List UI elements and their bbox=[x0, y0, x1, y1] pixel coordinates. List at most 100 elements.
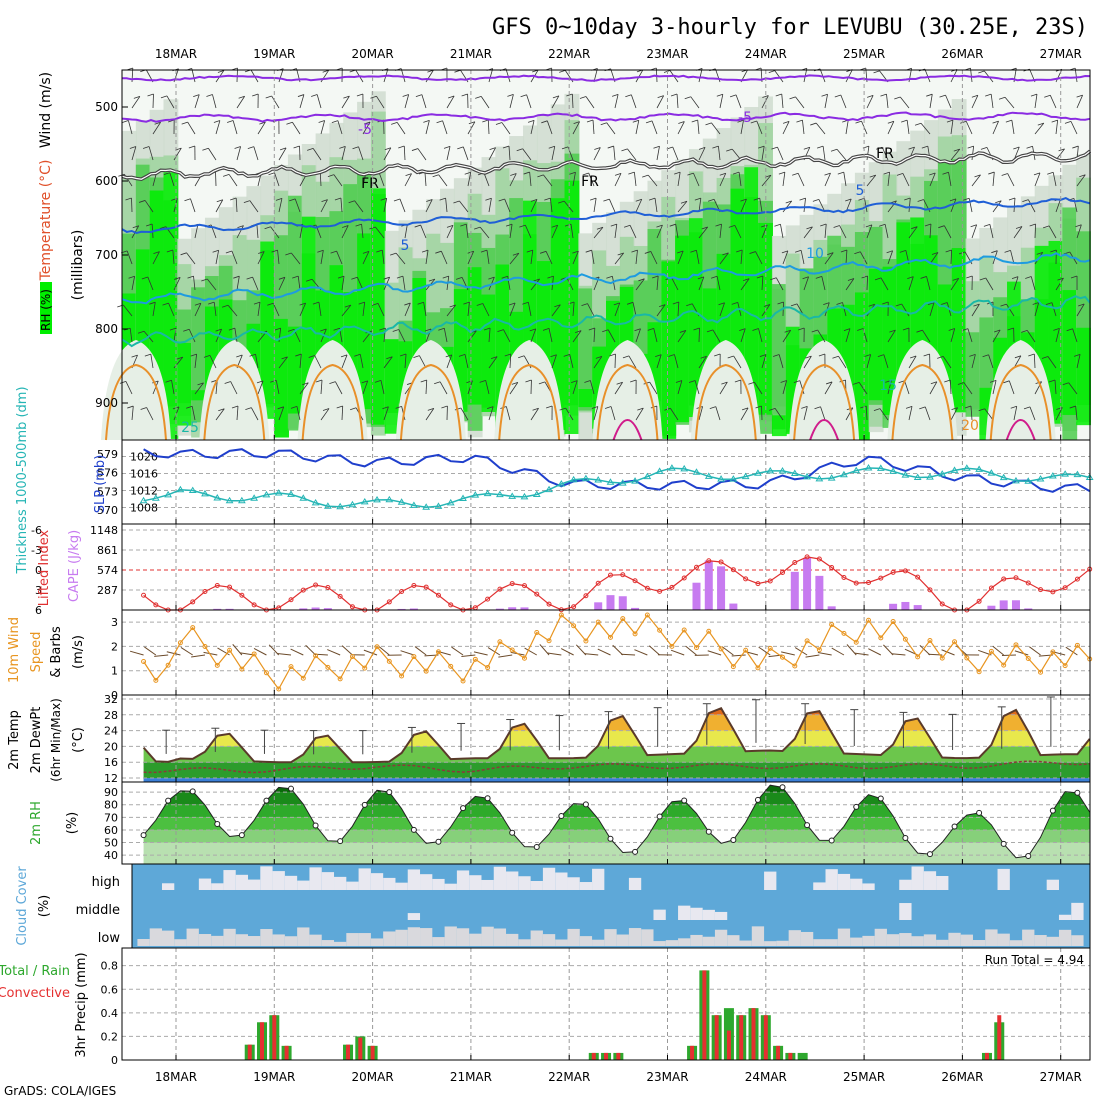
wind-barb bbox=[509, 94, 514, 109]
wind-barb bbox=[274, 172, 280, 187]
cloud-high bbox=[358, 868, 371, 890]
wind-barb-flag bbox=[584, 380, 591, 383]
wind-barb-10m bbox=[721, 646, 734, 656]
wind-barb bbox=[887, 200, 897, 213]
wind-barb-10m bbox=[634, 649, 648, 656]
thickness-marker bbox=[1048, 472, 1057, 479]
wind-barb-flag bbox=[668, 354, 675, 357]
wind-speed-marker bbox=[939, 655, 945, 661]
wind-barb-flag bbox=[793, 380, 800, 384]
cloud-low bbox=[506, 933, 519, 946]
thickness-marker bbox=[397, 498, 406, 505]
wind-barb bbox=[467, 121, 476, 135]
li-marker bbox=[1001, 576, 1007, 582]
precip-convective-bar bbox=[272, 1015, 277, 1060]
wind-barb-flag bbox=[571, 380, 578, 384]
y-tick-label: 600 bbox=[95, 174, 118, 188]
date-label-bottom: 26MAR bbox=[941, 1070, 983, 1084]
cape-bar bbox=[729, 603, 738, 610]
wind-barb-flag bbox=[489, 147, 496, 151]
thickness-marker bbox=[876, 464, 885, 471]
wind-barb bbox=[635, 278, 645, 291]
thickness-marker bbox=[311, 498, 320, 506]
wind-barb-flag bbox=[607, 145, 614, 149]
wind-barb bbox=[236, 96, 245, 109]
li-marker bbox=[816, 556, 822, 562]
wind-barb bbox=[696, 250, 700, 265]
precip-convective-bar bbox=[346, 1044, 351, 1060]
rh-marker bbox=[288, 785, 295, 792]
wind-barb bbox=[697, 120, 700, 135]
y-tick-label: 700 bbox=[95, 248, 118, 262]
wind-barb-flag bbox=[186, 405, 193, 409]
wind-barb bbox=[1070, 121, 1078, 135]
wind-barb-flag bbox=[1069, 405, 1076, 409]
wind-barb-flag bbox=[677, 250, 684, 254]
wind-barb bbox=[504, 198, 511, 213]
thickness-marker bbox=[1012, 476, 1020, 484]
wind-speed-marker bbox=[1038, 669, 1044, 675]
thickness-marker bbox=[803, 472, 811, 480]
thickness-marker bbox=[446, 498, 455, 506]
wind-barb bbox=[614, 382, 623, 395]
wind-barb bbox=[653, 328, 658, 343]
wind-barb-10m bbox=[560, 648, 574, 656]
wind-barb-flag bbox=[237, 225, 244, 228]
rh-marker bbox=[779, 784, 786, 791]
wind-barb bbox=[1026, 330, 1036, 343]
wind-barb-flag bbox=[297, 94, 305, 97]
panel-label: (°C) bbox=[71, 727, 86, 753]
wind-barb bbox=[803, 68, 808, 83]
wind-barb bbox=[257, 251, 265, 265]
cloud-middle bbox=[1058, 914, 1072, 920]
wind-barb bbox=[425, 379, 428, 395]
wind-barb-10m bbox=[621, 653, 636, 656]
cloud-level-label: low bbox=[98, 931, 121, 946]
wind-speed-marker bbox=[571, 623, 577, 629]
wind-barb bbox=[275, 380, 280, 395]
temp-tick-label: 32 bbox=[104, 693, 118, 706]
rh-shade bbox=[882, 266, 898, 416]
date-label-top: 18MAR bbox=[155, 47, 197, 61]
wind-barb bbox=[585, 96, 595, 109]
wind-barb bbox=[799, 380, 805, 395]
li-marker bbox=[767, 578, 773, 584]
thickness-marker bbox=[643, 472, 652, 480]
wind-barb-flag bbox=[495, 122, 503, 125]
wind-barb-flag bbox=[812, 199, 820, 202]
rh-tick-label: 50 bbox=[104, 837, 118, 850]
cape-bar bbox=[594, 602, 603, 610]
rh-band bbox=[143, 842, 1090, 864]
wind-barb bbox=[188, 329, 196, 343]
wind-barb bbox=[381, 250, 385, 265]
wind-barb bbox=[817, 329, 826, 343]
li-marker bbox=[214, 583, 220, 589]
li-marker bbox=[202, 589, 208, 595]
wind-barb bbox=[572, 250, 579, 265]
wind-barb-flag bbox=[340, 354, 348, 358]
slp-tick-label: 1016 bbox=[130, 468, 158, 481]
wind-barb-flag bbox=[949, 198, 957, 202]
cape-bar bbox=[225, 608, 234, 610]
cloud-low bbox=[923, 934, 937, 946]
cape-bar bbox=[1011, 600, 1020, 610]
wind-barb bbox=[572, 380, 578, 395]
wind-barb bbox=[803, 355, 812, 369]
cloud-low bbox=[616, 934, 629, 946]
wind-barb bbox=[270, 226, 280, 239]
wind-barb-10m bbox=[327, 649, 341, 656]
wind-barb-flag bbox=[160, 95, 168, 99]
wind-barb bbox=[194, 224, 199, 239]
wind-barb bbox=[777, 146, 784, 161]
rh-marker bbox=[656, 813, 663, 820]
wind-barb bbox=[425, 250, 429, 265]
wind-speed-marker bbox=[1074, 642, 1080, 648]
wind-barb bbox=[843, 172, 847, 187]
wind-barb bbox=[733, 355, 742, 369]
precip-convective-bar bbox=[690, 1045, 695, 1060]
cloud-middle bbox=[702, 909, 715, 920]
wind-barb-flag bbox=[832, 355, 839, 359]
wind-barb-flag bbox=[140, 407, 147, 410]
wind-speed-marker bbox=[1050, 649, 1056, 655]
wind-barb bbox=[173, 147, 182, 161]
